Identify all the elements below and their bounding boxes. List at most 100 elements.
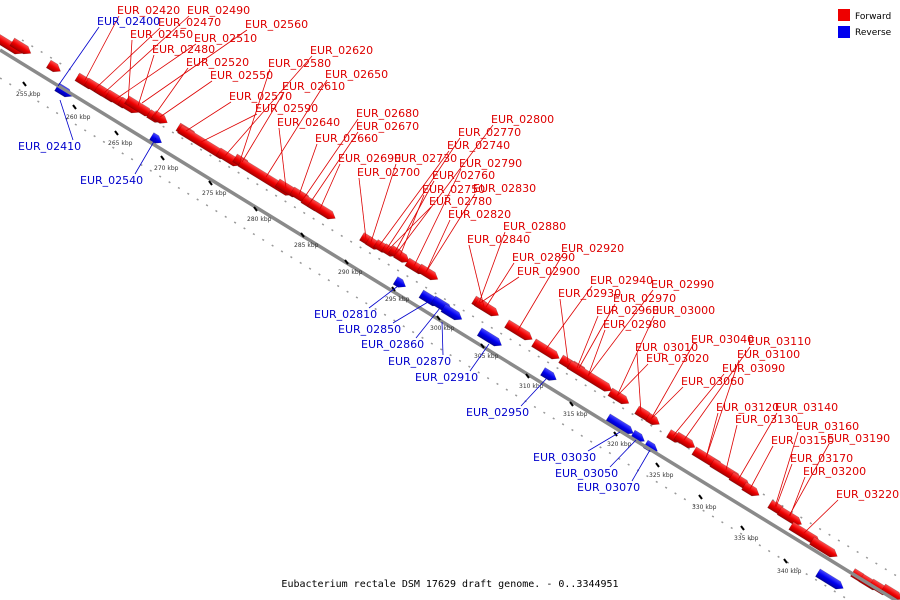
legend-forward-swatch <box>838 9 850 21</box>
label-leader <box>441 321 444 356</box>
forward-gene-label: EUR_02670 <box>356 120 419 133</box>
reverse-gene <box>476 327 502 347</box>
reverse-gene-label: EUR_03050 <box>555 467 618 480</box>
label-leader <box>319 163 341 210</box>
tick-label: 340 kbp <box>777 568 802 575</box>
forward-gene-label: EUR_03190 <box>827 432 890 445</box>
forward-gene <box>776 506 802 526</box>
label-leader <box>576 315 599 369</box>
tick-label: 270 kbp <box>154 165 179 172</box>
label-leader <box>298 143 318 196</box>
label-leader <box>83 15 120 83</box>
label-leader <box>394 180 435 253</box>
tick-mark <box>22 81 27 87</box>
tick-mark <box>208 180 213 186</box>
label-leader <box>705 359 740 459</box>
tick-label: 295 kbp <box>385 296 410 303</box>
label-leader <box>650 386 684 420</box>
forward-gene-label: EUR_02790 <box>459 157 522 170</box>
tick-mark <box>160 155 165 161</box>
forward-gene-label: EUR_03130 <box>735 413 798 426</box>
forward-gene-label: EUR_02550 <box>210 69 273 82</box>
forward-gene-label: EUR_02750 <box>422 183 485 196</box>
label-leader <box>587 289 654 377</box>
label-leader <box>616 363 649 397</box>
forward-gene <box>531 338 560 360</box>
tick-mark <box>740 525 745 531</box>
label-leader <box>587 329 606 377</box>
reverse-gene-label: EUR_02870 <box>388 355 451 368</box>
label-leader <box>278 127 287 189</box>
forward-gene-label: EUR_02820 <box>448 208 511 221</box>
forward-gene-label: EUR_02590 <box>255 102 318 115</box>
label-leader <box>520 377 548 407</box>
forward-gene-label: EUR_02420 <box>117 4 180 17</box>
tick-mark <box>436 315 441 321</box>
genome-backbone <box>0 48 899 600</box>
forward-gene-label: EUR_02800 <box>491 113 554 126</box>
reverse-gene-label: EUR_02860 <box>361 338 424 351</box>
forward-gene-label: EUR_03160 <box>796 420 859 433</box>
forward-gene-label: EUR_02730 <box>394 152 457 165</box>
label-leader <box>159 80 213 118</box>
label-leader <box>378 150 450 247</box>
label-leader <box>392 301 429 324</box>
reverse-gene-label: EUR_03070 <box>577 481 640 494</box>
label-leader <box>803 499 839 534</box>
label-leader <box>725 424 738 471</box>
tick-label: 290 kbp <box>338 269 363 276</box>
reverse-gene <box>605 413 634 435</box>
label-leader <box>141 29 248 104</box>
label-leader <box>303 118 359 199</box>
label-leader <box>650 344 694 420</box>
forward-gene-label: EUR_02680 <box>356 107 419 120</box>
tick-mark <box>698 494 703 500</box>
forward-gene-label: EUR_02640 <box>277 116 340 129</box>
tick-mark <box>655 462 660 468</box>
tick-label: 255 kbp <box>16 91 41 98</box>
label-leader <box>137 54 155 107</box>
tick-label: 325 kbp <box>649 472 674 479</box>
tick-label: 305 kbp <box>474 353 499 360</box>
forward-gene <box>307 198 336 220</box>
legend-reverse-label: Reverse <box>855 28 892 38</box>
label-leader <box>370 163 397 243</box>
reverse-gene-label: EUR_03030 <box>533 451 596 464</box>
forward-gene-label: EUR_02970 <box>613 292 676 305</box>
tick-mark <box>480 343 485 349</box>
forward-gene-label: EUR_02690 <box>338 152 401 165</box>
tick-label: 330 kbp <box>692 504 717 511</box>
label-leader <box>559 298 569 363</box>
forward-gene <box>45 59 61 73</box>
label-leader <box>57 26 100 87</box>
label-leader <box>59 99 74 141</box>
reverse-gene-label: EUR_02850 <box>338 323 401 336</box>
label-leader <box>103 15 190 94</box>
forward-gene-label: EUR_02580 <box>268 57 331 70</box>
label-leader <box>478 231 506 304</box>
label-leader <box>415 307 441 339</box>
tick-label: 310 kbp <box>519 383 544 390</box>
forward-gene-label: EUR_03040 <box>691 333 754 346</box>
forward-gene-label: EUR_02890 <box>512 251 575 264</box>
label-leader <box>395 124 494 255</box>
tick-label: 335 kbp <box>734 535 759 542</box>
reverse-gene-label: EUR_02540 <box>80 174 143 187</box>
label-leader <box>683 346 751 441</box>
forward-gene-label: EUR_02700 <box>357 166 420 179</box>
forward-gene-label: EUR_02470 <box>158 16 221 29</box>
reverse-gene-label: EUR_02910 <box>415 371 478 384</box>
forward-gene-label: EUR_02760 <box>432 169 495 182</box>
tick-label: 265 kbp <box>108 140 133 147</box>
forward-gene-label: EUR_02940 <box>590 274 653 287</box>
tick-label: 320 kbp <box>607 441 632 448</box>
tick-mark <box>525 373 530 379</box>
label-leader <box>468 244 485 308</box>
label-leader <box>672 373 725 437</box>
label-leader <box>631 449 651 482</box>
forward-gene-label: EUR_02490 <box>187 4 250 17</box>
label-leader <box>95 27 161 89</box>
forward-gene-label: EUR_02960 <box>596 304 659 317</box>
forward-gene-label: EUR_03110 <box>748 335 811 348</box>
